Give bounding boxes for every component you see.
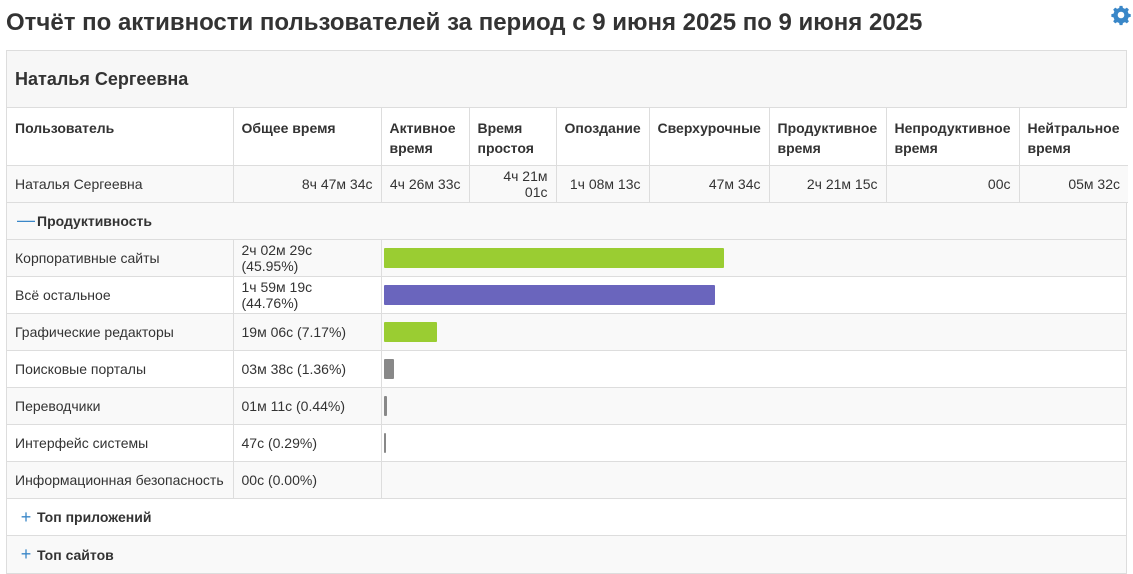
cell-idle-time: 4ч 21м 01с [469,165,557,203]
expand-icon[interactable]: + [20,544,32,564]
category-time: 2ч 02м 29с (45.95%) [233,239,382,277]
category-name: Поисковые порталы [7,350,234,388]
category-time: 1ч 59м 19с (44.76%) [233,276,382,314]
progress-bar [383,285,715,305]
category-bar-cell [381,424,1126,462]
progress-bar [383,433,386,453]
progress-bar [383,359,394,379]
progress-bar [383,247,724,268]
progress-bar [383,396,387,416]
category-time: 01м 11с (0.44%) [233,387,382,425]
category-bar-cell [381,387,1126,425]
table-row: Интерфейс системы 47с (0.29%) [7,424,1126,462]
cell-overtime: 47м 34с [649,165,770,203]
table-row: Корпоративные сайты 2ч 02м 29с (45.95%) [7,239,1126,277]
summary-header-row: Пользователь Общее время Активное время … [7,108,1128,166]
col-header-total-time[interactable]: Общее время [233,108,382,166]
top-apps-label: Топ приложений [37,509,152,525]
category-time: 00с (0.00%) [233,461,382,499]
top-sites-label: Топ сайтов [37,546,114,563]
col-header-active-time[interactable]: Активное время [381,108,470,166]
top-apps-section-header[interactable]: + Топ приложений [7,499,1126,536]
col-header-late[interactable]: Опоздание [556,108,650,166]
cell-unproductive: 00с [886,165,1020,203]
col-header-idle-time[interactable]: Время простоя [469,108,557,166]
expand-icon[interactable]: + [20,506,32,527]
category-name: Информационная безопасность [7,461,234,499]
table-row: Переводчики 01м 11с (0.44%) [7,387,1126,425]
collapse-icon[interactable]: — [17,210,35,230]
category-name: Графические редакторы [7,313,234,351]
table-row: Поисковые порталы 03м 38с (1.36%) [7,350,1126,388]
category-name: Корпоративные сайты [7,239,234,277]
table-row: Графические редакторы 19м 06с (7.17%) [7,313,1126,351]
cell-neutral: 05м 32с [1019,165,1128,203]
category-time: 47с (0.29%) [233,424,382,462]
top-sites-section-header[interactable]: + Топ сайтов [7,536,1126,573]
category-name: Переводчики [7,387,234,425]
table-row: Всё остальное 1ч 59м 19с (44.76%) [7,276,1126,314]
category-bar-cell [381,276,1126,314]
category-name: Интерфейс системы [7,424,234,462]
productivity-section-header[interactable]: — Продуктивность [7,202,1126,240]
summary-table: Пользователь Общее время Активное время … [7,108,1128,203]
productivity-label: Продуктивность [37,212,152,229]
user-heading: Наталья Сергеевна [7,51,1126,108]
gear-icon[interactable] [1110,4,1132,26]
category-bar-cell [381,239,1126,277]
cell-user: Наталья Сергеевна [7,165,234,203]
cell-productive: 2ч 21м 15с [769,165,887,203]
cell-late: 1ч 08м 13с [556,165,650,203]
category-bar-cell [381,350,1126,388]
cell-active-time: 4ч 26м 33с [381,165,470,203]
progress-bar [383,322,437,342]
category-name: Всё остальное [7,276,234,314]
productivity-table: Корпоративные сайты 2ч 02м 29с (45.95%) Вс… [7,239,1126,499]
category-bar-cell [381,461,1126,499]
col-header-user[interactable]: Пользователь [7,108,234,166]
col-header-unproductive[interactable]: Непродуктивное время [886,108,1020,166]
table-row: Информационная безопасность 00с (0.00%) [7,461,1126,499]
report-panel: Наталья Сергеевна Пользователь Общее вре… [6,50,1128,574]
page-title: Отчёт по активности пользователей за пер… [6,9,923,36]
col-header-productive[interactable]: Продуктивное время [769,108,887,166]
col-header-overtime[interactable]: Сверхурочные [649,108,770,166]
category-bar-cell [381,313,1126,351]
col-header-neutral[interactable]: Нейтральное время [1019,108,1128,166]
category-time: 19м 06с (7.17%) [233,313,382,351]
summary-data-row: Наталья Сергеевна 8ч 47м 34с 4ч 26м 33с … [7,165,1128,203]
category-time: 03м 38с (1.36%) [233,350,382,388]
cell-total-time: 8ч 47м 34с [233,165,382,203]
